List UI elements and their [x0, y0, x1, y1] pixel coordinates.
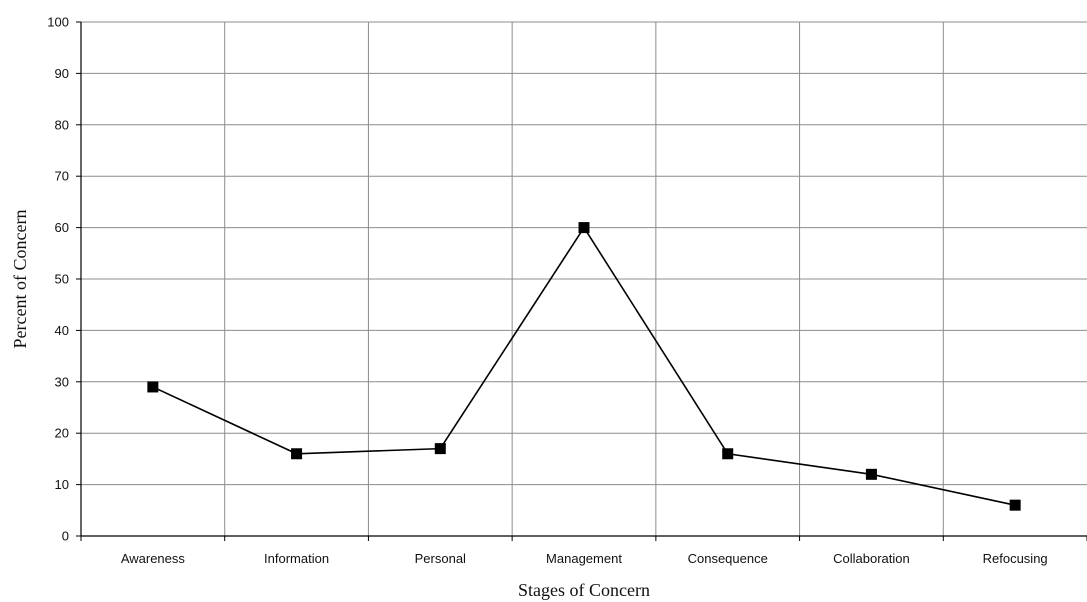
- axes: [76, 21, 1087, 541]
- y-tick-label: 90: [55, 66, 69, 81]
- y-tick-label: 60: [55, 220, 69, 235]
- y-tick-label: 50: [55, 272, 69, 287]
- y-tick-label: 10: [55, 477, 69, 492]
- data-point-marker: [147, 381, 159, 393]
- y-axis-title: Percent of Concern: [10, 210, 30, 349]
- x-axis-title: Stages of Concern: [518, 580, 650, 600]
- y-tick-label: 40: [55, 323, 69, 338]
- x-tick-label: Awareness: [121, 551, 186, 566]
- data-point-marker: [1009, 499, 1021, 511]
- y-tick-label: 20: [55, 426, 69, 441]
- x-tick-label: Collaboration: [833, 551, 910, 566]
- y-tick-labels: 0 10 20 30 40 50 60 70 80 90 100: [47, 15, 69, 544]
- y-tick-label: 80: [55, 117, 69, 132]
- x-tick-label: Information: [264, 551, 329, 566]
- gridlines: [81, 21, 1087, 536]
- data-point-marker: [722, 448, 734, 460]
- y-tick-label: 100: [47, 15, 69, 30]
- y-tick-label: 30: [55, 374, 69, 389]
- data-point-marker: [578, 222, 590, 234]
- x-tick-label: Personal: [415, 551, 466, 566]
- x-tick-labels: Awareness Information Personal Management Co…: [121, 551, 1048, 566]
- y-tick-label: 0: [62, 529, 69, 544]
- data-point-marker: [434, 443, 446, 455]
- y-tick-label: 70: [55, 169, 69, 184]
- series-line: [152, 226, 1016, 506]
- data-point-marker: [865, 468, 877, 480]
- data-point-marker: [291, 448, 303, 460]
- x-tick-label: Refocusing: [983, 551, 1048, 566]
- x-tick-label: Management: [546, 551, 622, 566]
- x-tick-label: Consequence: [688, 551, 768, 566]
- data-series: [147, 222, 1021, 511]
